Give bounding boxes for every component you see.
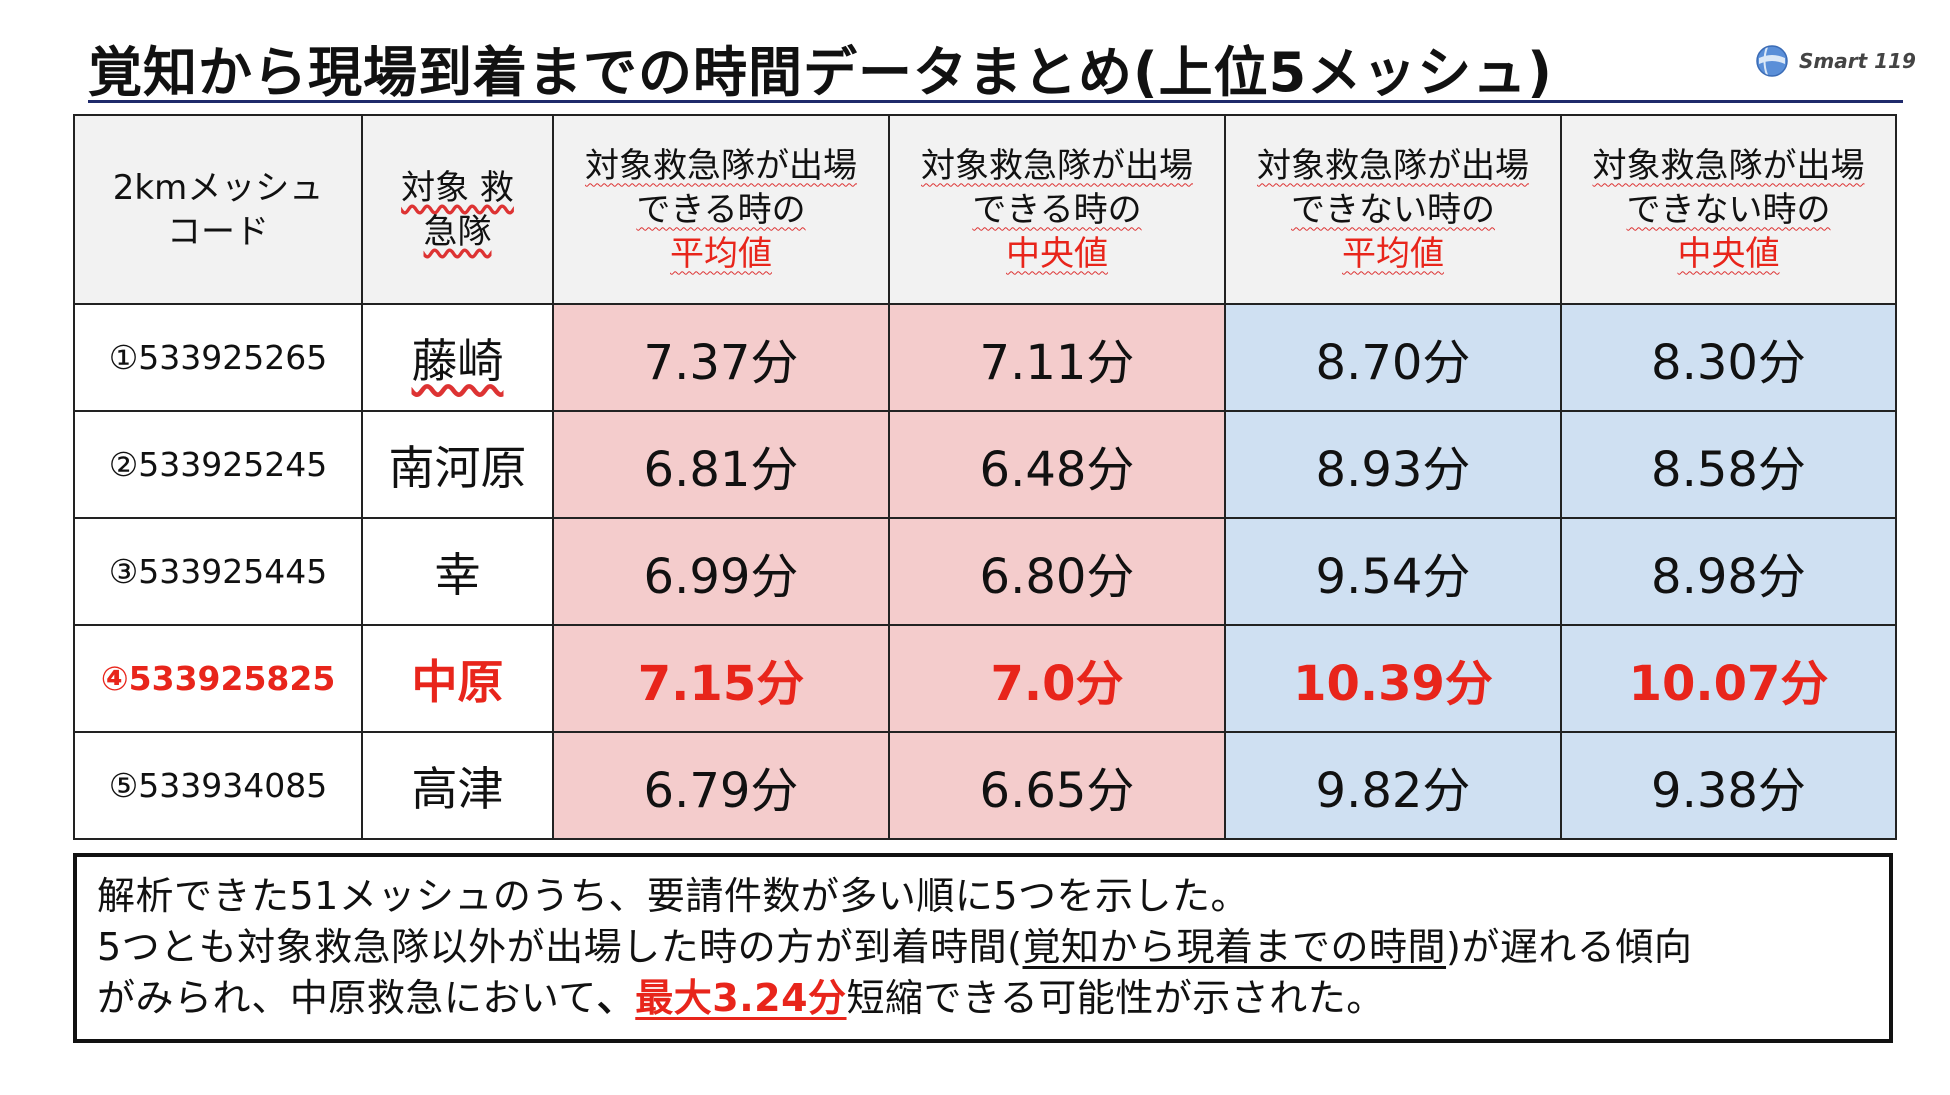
page-title: 覚知から現場到着までの時間データまとめ(上位5メッシュ) — [88, 41, 1553, 104]
globe-icon — [1756, 45, 1788, 77]
value-cell: 6.80分 — [888, 517, 1226, 626]
table-row: ②533925245 南河原 6.81分 6.48分 8.93分 8.58分 — [73, 410, 1897, 519]
value-cell: 6.65分 — [888, 731, 1226, 840]
header-line2: できない時の — [1291, 189, 1495, 230]
table-row: ⑤533934085 高津 6.79分 6.65分 9.82分 9.38分 — [73, 731, 1897, 840]
note-text: 短縮できる可能性が示された。 — [846, 976, 1385, 1020]
table-header-row: 2kmメッシュ コード 対象 救 急隊 対象救急隊が出場 できる時の 平均値 対… — [73, 114, 1897, 305]
mesh-code-cell: ⑤533934085 — [73, 731, 363, 840]
summary-note: 解析できた51メッシュのうち、要請件数が多い順に5つを示した。 5つとも対象救急… — [73, 853, 1893, 1043]
value-cell: 8.58分 — [1560, 410, 1897, 519]
team-cell: 南河原 — [361, 410, 554, 519]
brand-logo: Smart 119 — [1755, 44, 1916, 78]
mesh-code-cell: ③533925445 — [73, 517, 363, 626]
header-can-avg: 対象救急隊が出場 できる時の 平均値 — [552, 114, 890, 305]
value-cell: 7.37分 — [552, 303, 890, 412]
header-metric: 中央値 — [1677, 233, 1780, 274]
header-team-line1: 対象 救 — [401, 167, 514, 208]
note-line-1: 解析できた51メッシュのうち、要請件数が多い順に5つを示した。 — [97, 874, 1250, 918]
value-cell: 7.15分 — [552, 624, 890, 733]
note-comma: 、 — [596, 976, 636, 1020]
header-metric: 中央値 — [1006, 233, 1108, 274]
header-line2: できない時の — [1626, 189, 1831, 230]
header-metric: 平均値 — [670, 233, 772, 274]
team-cell: 高津 — [361, 731, 554, 840]
header-line1: 対象救急隊が出場 — [1592, 145, 1865, 186]
value-cell: 6.81分 — [552, 410, 890, 519]
brand-name: Smart 119 — [1799, 49, 1916, 73]
header-cannot-median: 対象救急隊が出場 できない時の 中央値 — [1560, 114, 1897, 305]
title-underline — [88, 100, 1903, 103]
mesh-code-cell: ②533925245 — [73, 410, 363, 519]
summary-table: 2kmメッシュ コード 対象 救 急隊 対象救急隊が出場 できる時の 平均値 対… — [73, 114, 1897, 840]
value-cell: 6.79分 — [552, 731, 890, 840]
value-cell: 6.99分 — [552, 517, 890, 626]
header-mesh-code-line2: コード — [167, 211, 269, 252]
value-cell: 9.82分 — [1224, 731, 1562, 840]
header-line1: 対象救急隊が出場 — [585, 145, 857, 186]
note-text: 5つとも対象救急隊以外が出場した時の方が到着時間( — [97, 925, 1023, 969]
note-line-3: がみられ、中原救急において、最大3.24分短縮できる可能性が示された。 — [97, 973, 1869, 1024]
table-row: ③533925445 幸 6.99分 6.80分 9.54分 8.98分 — [73, 517, 1897, 626]
header-line2: できる時の — [972, 189, 1142, 230]
note-line-2: 5つとも対象救急隊以外が出場した時の方が到着時間(覚知から現着までの時間)が遅れ… — [97, 922, 1869, 973]
header-cannot-avg: 対象救急隊が出場 できない時の 平均値 — [1224, 114, 1562, 305]
value-cell: 8.30分 — [1560, 303, 1897, 412]
value-cell: 9.54分 — [1224, 517, 1562, 626]
team-name: 藤崎 — [411, 333, 504, 388]
note-text: )が遅れる傾向 — [1446, 925, 1693, 969]
value-cell: 7.0分 — [888, 624, 1226, 733]
mesh-code-cell: ④533925825 — [73, 624, 363, 733]
value-cell: 6.48分 — [888, 410, 1226, 519]
header-line1: 対象救急隊が出場 — [1257, 145, 1529, 186]
mesh-code-cell: ①533925265 — [73, 303, 363, 412]
note-underlined-text: 覚知から現着までの時間 — [1022, 925, 1447, 969]
value-cell: 8.70分 — [1224, 303, 1562, 412]
value-cell: 8.98分 — [1560, 517, 1897, 626]
table-row-highlighted: ④533925825 中原 7.15分 7.0分 10.39分 10.07分 — [73, 624, 1897, 733]
header-line1: 対象救急隊が出場 — [921, 145, 1193, 186]
team-cell: 中原 — [361, 624, 554, 733]
team-cell: 藤崎 — [361, 303, 554, 412]
value-cell: 9.38分 — [1560, 731, 1897, 840]
note-text: がみられ、中原救急において — [97, 976, 597, 1020]
team-cell: 幸 — [361, 517, 554, 626]
value-cell: 10.39分 — [1224, 624, 1562, 733]
header-team-line2: 急隊 — [423, 211, 492, 252]
table-row: ①533925265 藤崎 7.37分 7.11分 8.70分 8.30分 — [73, 303, 1897, 412]
header-mesh-code: 2kmメッシュ コード — [73, 114, 363, 305]
header-line2: できる時の — [636, 189, 806, 230]
header-metric: 平均値 — [1342, 233, 1444, 274]
value-cell: 10.07分 — [1560, 624, 1897, 733]
header-team: 対象 救 急隊 — [361, 114, 554, 305]
value-cell: 7.11分 — [888, 303, 1226, 412]
header-can-median: 対象救急隊が出場 できる時の 中央値 — [888, 114, 1226, 305]
note-emphasis: 最大3.24分 — [635, 976, 847, 1020]
value-cell: 8.93分 — [1224, 410, 1562, 519]
header-mesh-code-line1: 2kmメッシュ — [112, 167, 324, 208]
